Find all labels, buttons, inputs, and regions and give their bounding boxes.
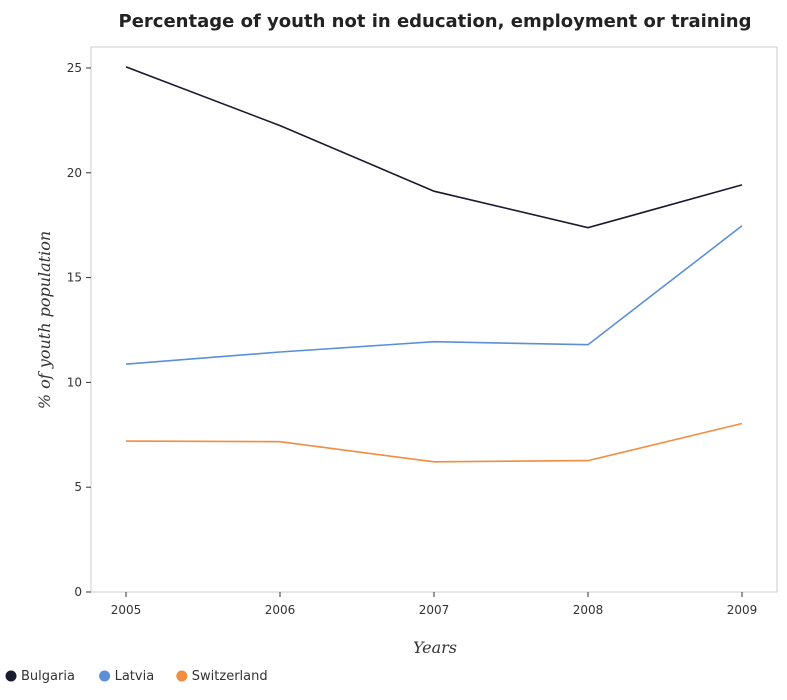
x-tick-label: 2006 <box>265 603 296 617</box>
legend-marker-bulgaria <box>5 670 17 682</box>
legend-label-latvia: Latvia <box>115 669 155 684</box>
y-tick-label: 15 <box>67 271 82 285</box>
x-axis: 2005 2006 2007 2008 2009 <box>111 592 758 617</box>
y-tick-label: 20 <box>67 166 82 180</box>
y-tick-label: 10 <box>67 375 82 389</box>
legend: Bulgaria Latvia Switzerland <box>5 669 268 684</box>
x-tick-label: 2007 <box>419 603 450 617</box>
x-tick-label: 2008 <box>573 603 604 617</box>
y-axis: 0 5 10 15 20 25 <box>67 61 91 599</box>
legend-label-bulgaria: Bulgaria <box>21 669 75 684</box>
legend-label-switzerland: Switzerland <box>192 669 268 684</box>
series-line-bulgaria <box>125 66 743 229</box>
legend-marker-switzerland <box>176 670 188 682</box>
y-tick-label: 5 <box>74 480 82 494</box>
y-tick-label: 25 <box>67 61 82 75</box>
x-tick-label: 2005 <box>111 603 142 617</box>
legend-marker-latvia <box>99 670 111 682</box>
plot-area <box>90 46 778 593</box>
series-line-latvia <box>125 225 743 365</box>
x-axis-label: Years <box>413 638 457 657</box>
chart-title: Percentage of youth not in education, em… <box>119 11 752 32</box>
x-tick-label: 2009 <box>727 603 758 617</box>
series-line-switzerland <box>125 422 743 463</box>
series-lines <box>125 66 743 463</box>
y-axis-label: % of youth population <box>35 231 54 409</box>
y-tick-label: 0 <box>74 585 82 599</box>
